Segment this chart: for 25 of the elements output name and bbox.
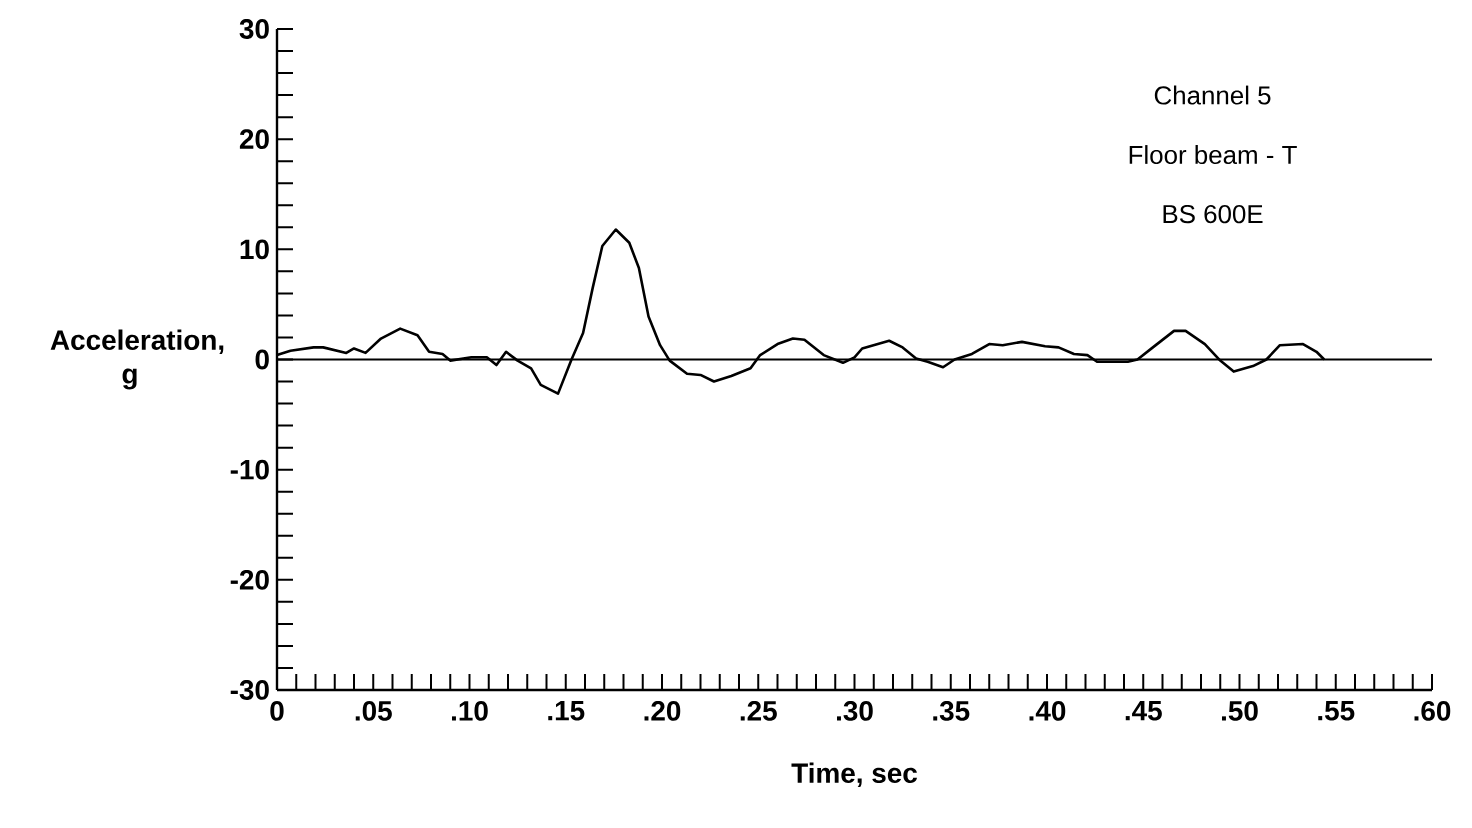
x-tick-label: .60: [1414, 701, 1451, 721]
x-tick-label: .50: [1222, 701, 1258, 721]
y-tick-label: 20: [239, 129, 269, 150]
x-tick-label: .30: [837, 701, 873, 721]
x-tick-label: .10: [452, 701, 488, 721]
y-tick-label: 30: [239, 19, 269, 39]
y-axis-title: Acceleration, g: [50, 329, 224, 390]
annotation: Floor beam - T: [1129, 145, 1297, 165]
x-tick-label: .15: [548, 701, 585, 721]
y-tick-label: 0: [255, 349, 269, 370]
x-tick-label: .25: [740, 701, 777, 721]
x-tick-label: .35: [933, 701, 970, 721]
y-tick-label: -30: [230, 680, 269, 700]
x-axis-title: Time, sec: [791, 762, 917, 788]
y-tick-label: 10: [240, 239, 269, 260]
x-tick-label: .20: [644, 701, 681, 721]
x-tick-label: .45: [1125, 701, 1162, 721]
y-tick-label: -20: [230, 569, 269, 590]
annotation: Channel 5: [1154, 85, 1271, 105]
x-tick-label: .55: [1318, 701, 1355, 721]
y-tick-label: -10: [230, 459, 269, 480]
x-tick-label: 0: [270, 701, 284, 721]
x-tick-label: .05: [355, 701, 392, 721]
x-tick-label: .40: [1029, 701, 1066, 721]
annotation: BS 600E: [1163, 204, 1263, 224]
